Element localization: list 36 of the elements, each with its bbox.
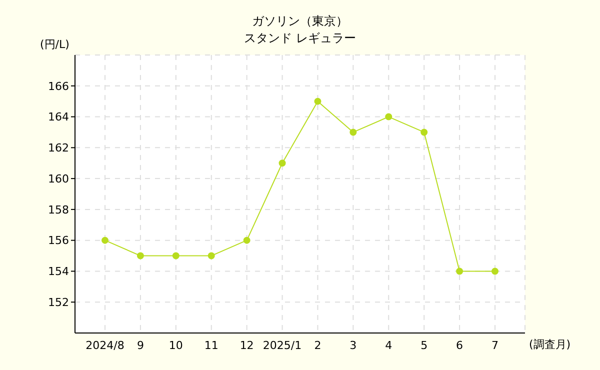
y-tick-label: 166: [48, 80, 69, 93]
y-tick-label: 156: [48, 234, 69, 248]
y-tick-label: 152: [48, 296, 69, 310]
x-tick-label: 11: [204, 338, 218, 352]
point: [314, 98, 322, 105]
point: [208, 252, 215, 260]
x-tick-label: 12: [240, 338, 254, 352]
point: [492, 268, 498, 275]
x-tick-label: 2024/8: [86, 338, 124, 352]
x-tick-label: 2025/1: [262, 338, 302, 352]
x-tick-label: 6: [456, 338, 464, 352]
x-tick-label: 10: [168, 338, 183, 352]
point: [136, 252, 144, 260]
point: [278, 160, 286, 167]
point: [102, 236, 108, 244]
x-tick-label: 7: [492, 338, 498, 352]
x-axis-title: (調査月): [529, 337, 571, 352]
y-axis-title: (円/L): [40, 37, 70, 52]
point: [385, 113, 392, 120]
y-tick-label: 162: [48, 142, 69, 155]
y-tick-label: 160: [48, 172, 69, 186]
point: [172, 252, 180, 260]
x-tick-label: 9: [136, 338, 144, 352]
y-tick-label: 158: [48, 203, 69, 216]
x-tick-label: 3: [350, 338, 357, 352]
chart-subtitle: スタンド レギュラー: [244, 31, 356, 45]
y-tick-label: 154: [48, 265, 69, 278]
point: [456, 268, 464, 275]
chart-title: ガソリン（東京）: [251, 13, 349, 30]
point: [350, 128, 357, 136]
x-tick-label: 2: [314, 338, 322, 352]
x-tick-label: 4: [385, 338, 392, 352]
point: [243, 236, 250, 244]
y-tick-label: 164: [48, 110, 69, 124]
x-tick-label: 5: [420, 338, 428, 352]
point: [420, 128, 428, 136]
